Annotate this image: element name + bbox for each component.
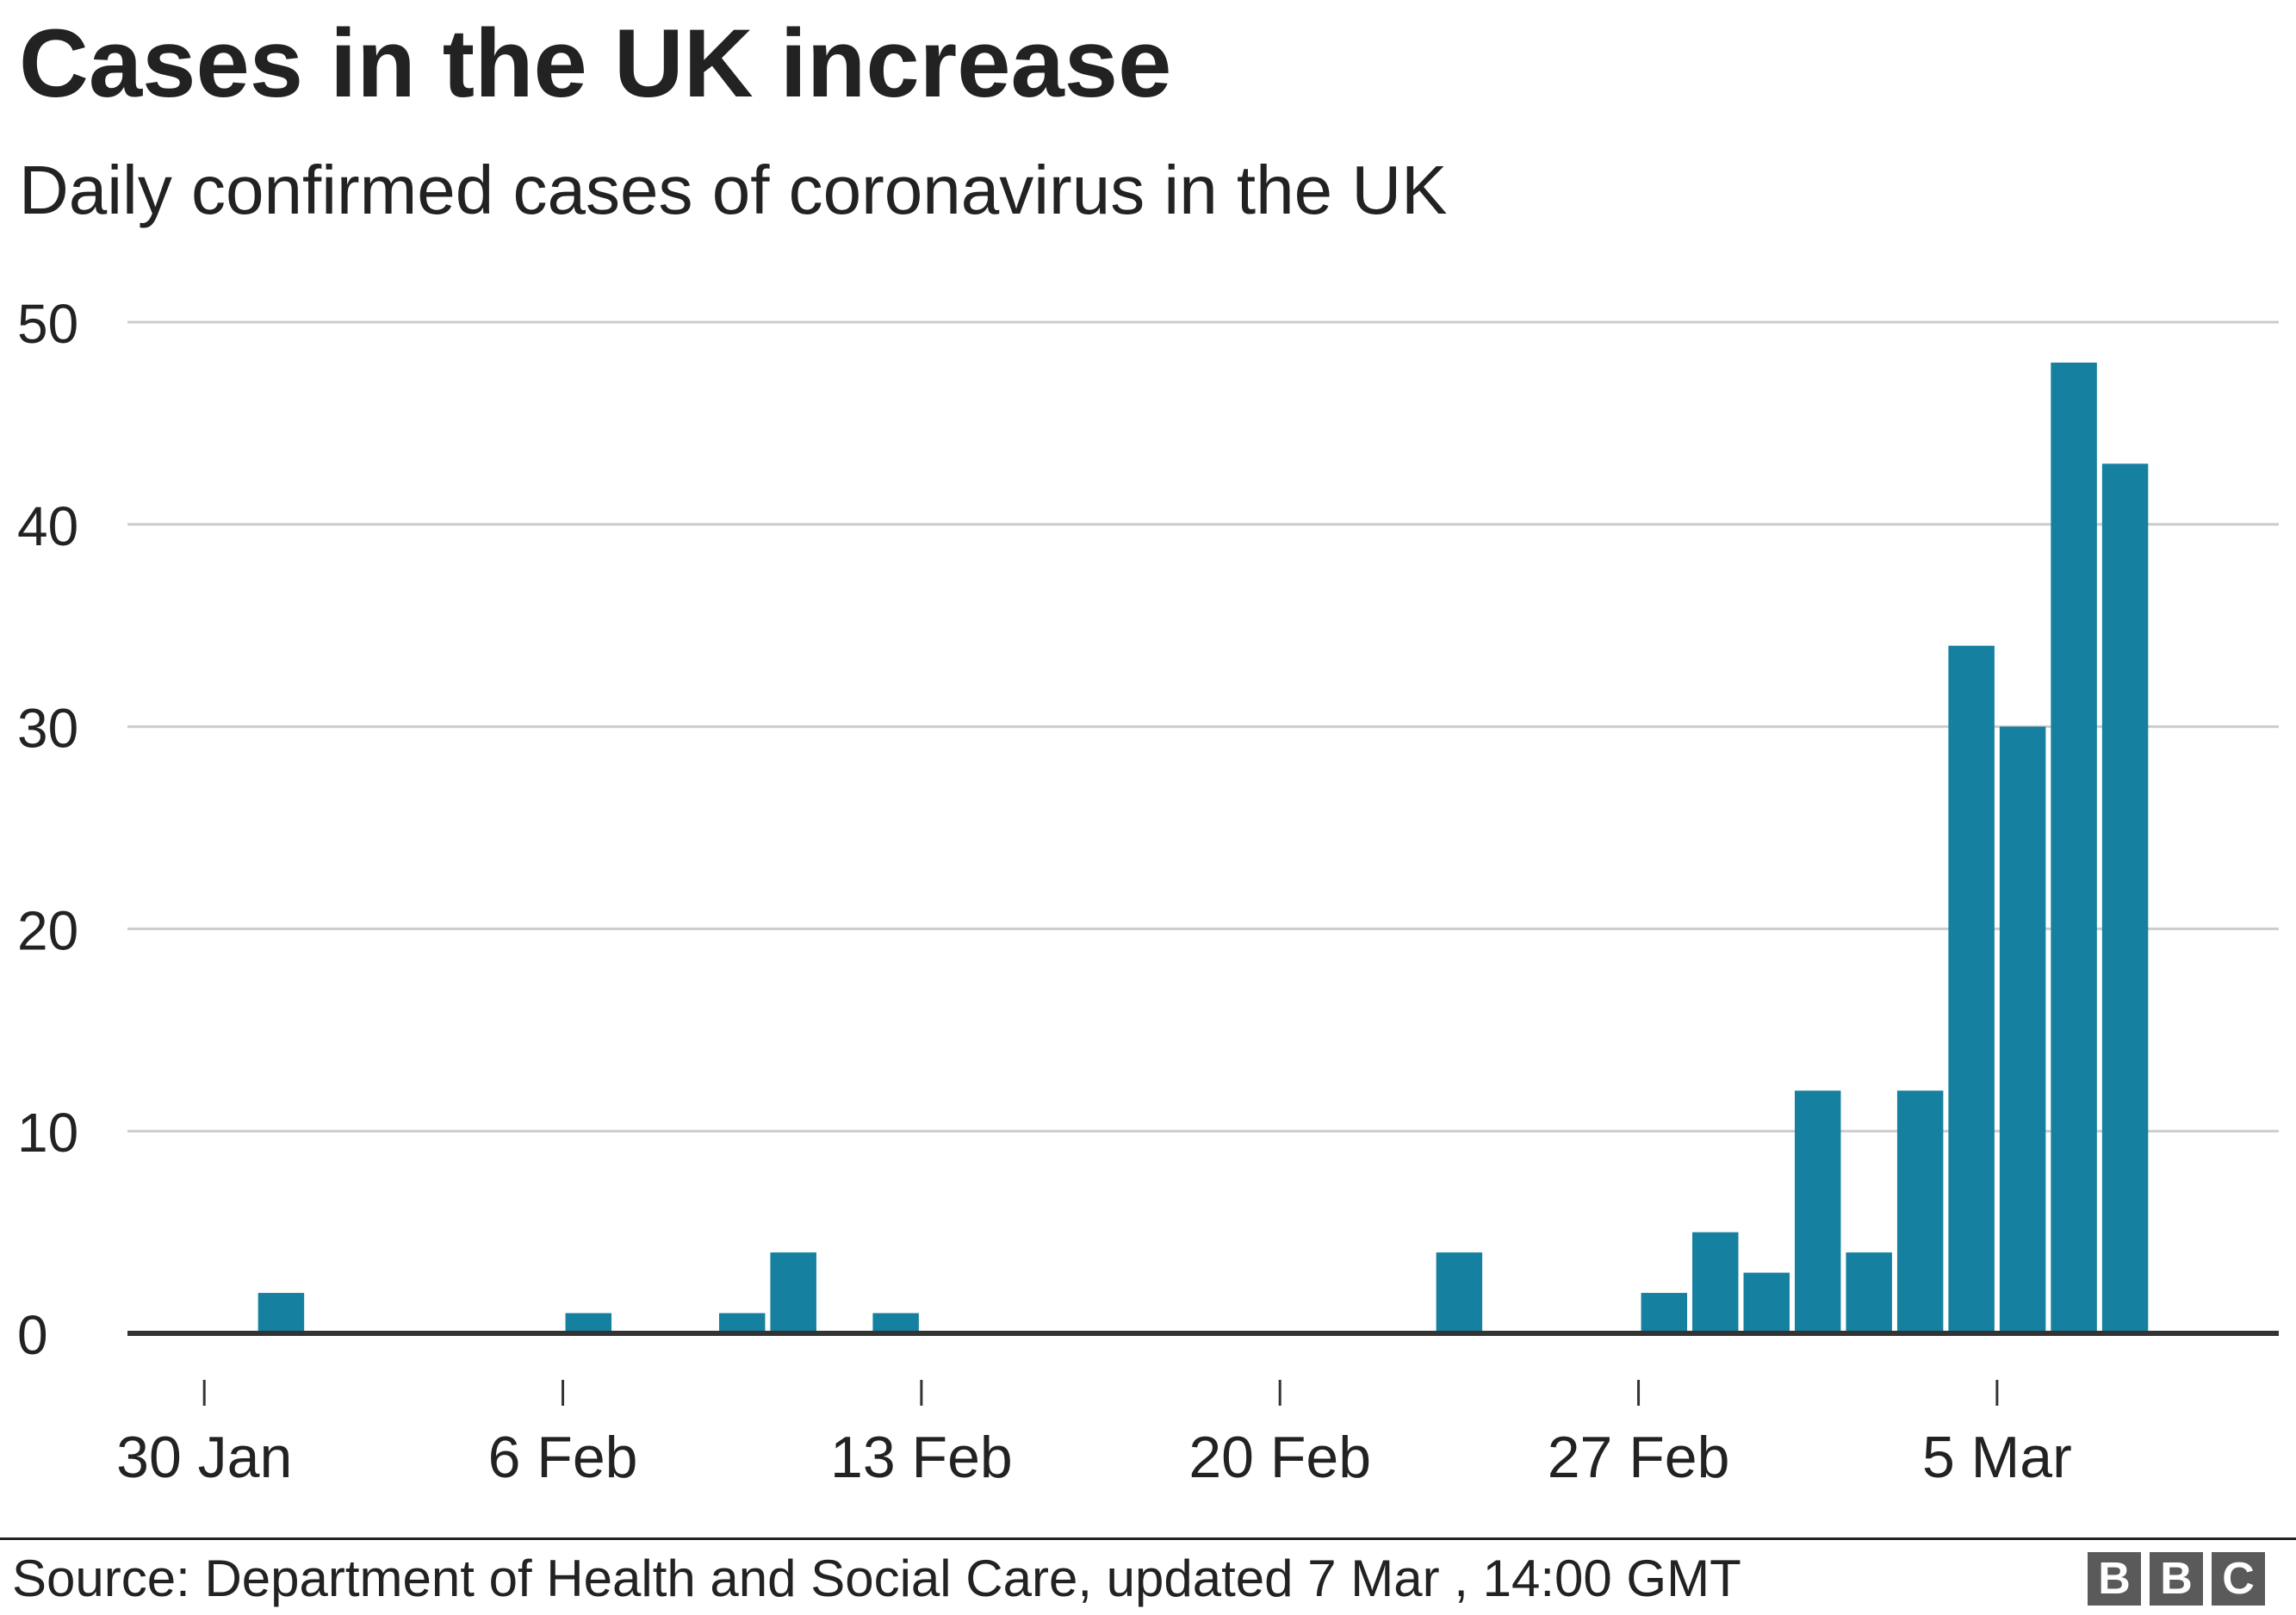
bars <box>258 362 2149 1334</box>
y-tick-label: 20 <box>17 899 78 961</box>
bbc-logo-letter: B <box>2088 1552 2141 1606</box>
y-tick-label: 0 <box>17 1304 48 1366</box>
source-note: Source: Department of Health and Social … <box>12 1550 1741 1607</box>
bar-3-mar <box>1896 1090 1944 1333</box>
footer-divider <box>0 1537 2296 1540</box>
bbc-logo-letter: C <box>2212 1552 2265 1606</box>
bar-29-feb <box>1743 1272 1790 1333</box>
bar-27-feb <box>1641 1293 1688 1333</box>
x-tick-label: 5 Mar <box>1922 1425 2072 1490</box>
x-tick-label: 27 Feb <box>1548 1425 1730 1490</box>
y-tick-label: 50 <box>17 293 78 355</box>
gridlines <box>127 320 2279 1133</box>
y-axis-tick-labels: 0 10 20 30 40 50 <box>17 293 78 1366</box>
bar-2-mar <box>1846 1252 1892 1333</box>
y-tick-label: 30 <box>17 698 78 760</box>
bar-6-mar <box>2051 362 2097 1334</box>
y-tick-label: 10 <box>17 1102 78 1164</box>
bbc-logo-letter: B <box>2150 1552 2203 1606</box>
bar-9-feb <box>718 1313 766 1333</box>
bar-1-mar <box>1794 1090 1841 1333</box>
x-tick-label: 20 Feb <box>1188 1425 1371 1490</box>
y-tick-label: 40 <box>17 495 78 557</box>
bar-5-mar <box>1999 726 2046 1333</box>
x-tick-label: 13 Feb <box>830 1425 1013 1490</box>
x-tick-label: 30 Jan <box>116 1425 292 1490</box>
bar-4-mar <box>1948 645 1995 1333</box>
bar-7-mar <box>2101 463 2149 1333</box>
bar-6-feb <box>565 1313 612 1333</box>
bar-12-feb <box>872 1313 919 1333</box>
chart-subtitle: Daily confirmed cases of coronavirus in … <box>19 152 1448 228</box>
bbc-logo: B B C <box>2088 1552 2265 1606</box>
bar-31-jan <box>258 1293 305 1333</box>
x-tick-label: 6 Feb <box>488 1425 638 1490</box>
bar-10-feb <box>770 1252 816 1333</box>
bar-chart: 0 10 20 30 40 50 30 Jan 6 Feb 13 Feb 20 Feb 27 Fe… <box>17 293 2279 1490</box>
chart-title: Cases in the UK increase <box>19 9 1172 117</box>
bar-28-feb <box>1692 1232 1739 1333</box>
bar-23-feb <box>1436 1252 1483 1333</box>
x-axis-ticks: 30 Jan 6 Feb 13 Feb 20 Feb 27 Feb 5 Mar <box>116 1380 2072 1490</box>
